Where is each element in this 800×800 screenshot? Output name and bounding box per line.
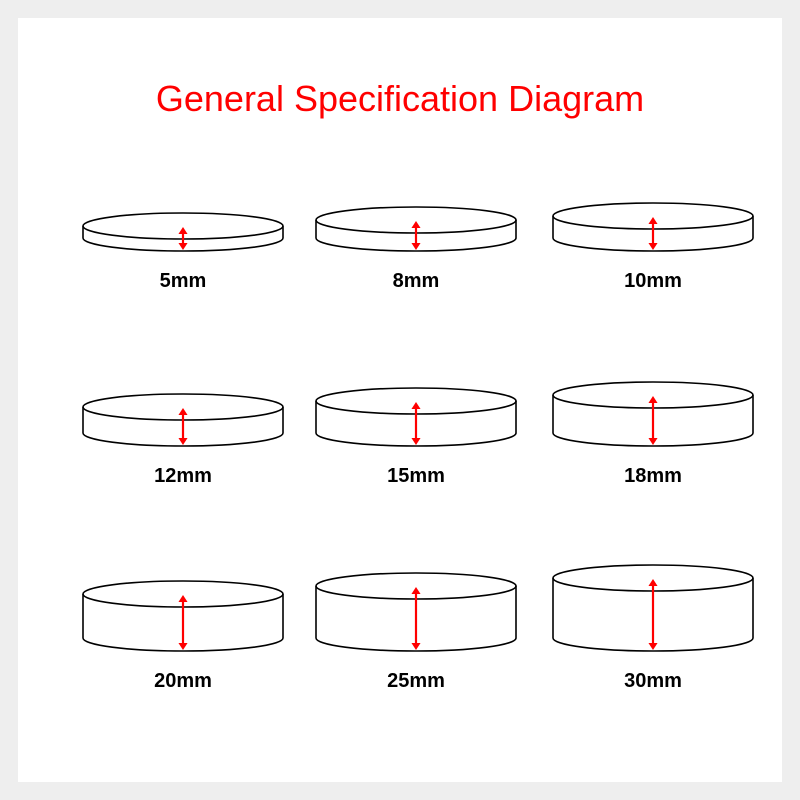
diagram-panel: General Specification Diagram 5mm 8mm 10mm… xyxy=(18,18,782,782)
cylinder-cell: 5mm xyxy=(65,145,301,345)
diagram-title: General Specification Diagram xyxy=(18,78,782,120)
cylinder-cell: 20mm xyxy=(65,545,301,745)
cylinder-cell: 8mm xyxy=(298,145,534,345)
cylinder-label: 25mm xyxy=(387,670,445,692)
cylinder-cell: 12mm xyxy=(65,340,301,540)
cylinder-cell: 25mm xyxy=(298,545,534,745)
cylinder-cell: 15mm xyxy=(298,340,534,540)
cylinder-cell: 30mm xyxy=(535,545,771,745)
cylinder-label: 15mm xyxy=(387,465,445,487)
cylinder-label: 20mm xyxy=(154,670,212,692)
cylinder-cell: 18mm xyxy=(535,340,771,540)
cylinder-label: 12mm xyxy=(154,465,212,487)
cylinder-label: 18mm xyxy=(624,465,682,487)
cylinder-label: 10mm xyxy=(624,270,682,292)
cylinder-cell: 10mm xyxy=(535,145,771,345)
cylinder-label: 30mm xyxy=(624,670,682,692)
cylinder-label: 8mm xyxy=(393,270,440,292)
cylinder-label: 5mm xyxy=(160,270,207,292)
